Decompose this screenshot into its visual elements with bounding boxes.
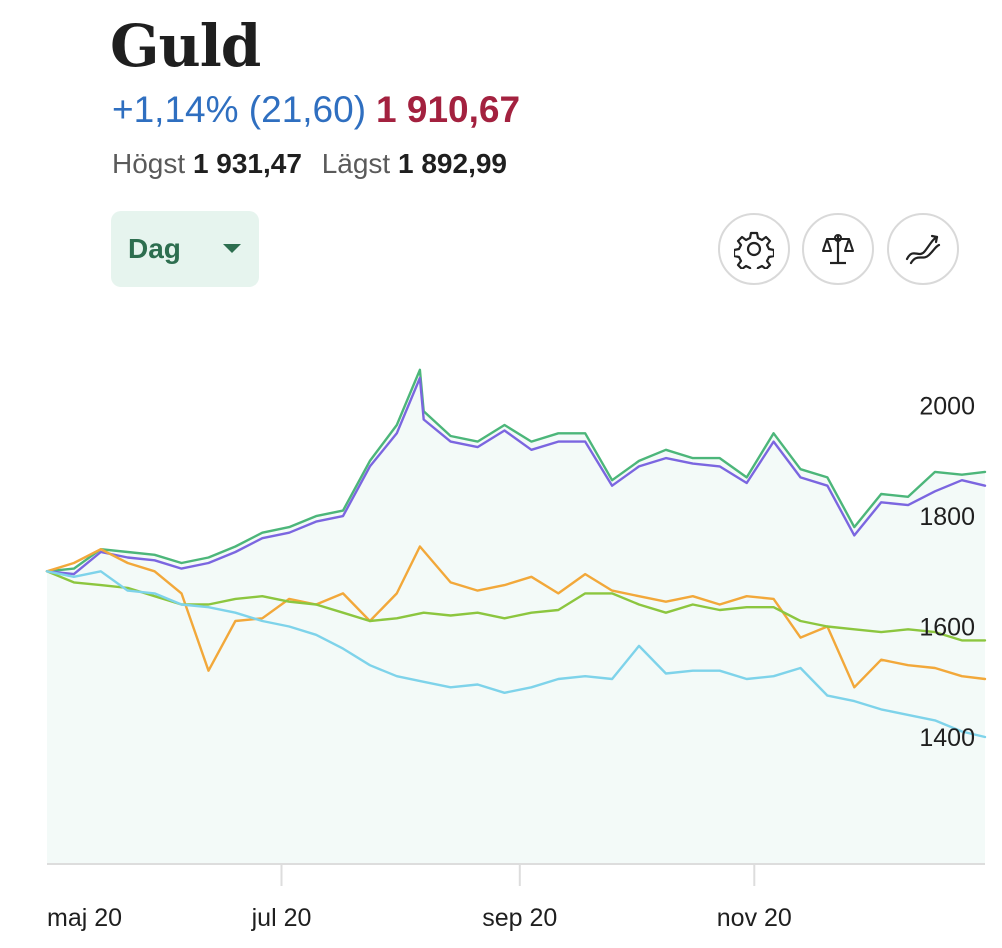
series-line-5 [45, 570, 987, 739]
price-change: +1,14% (21,60) [112, 89, 367, 130]
price-summary: +1,14% (21,60) 1 910,67 [112, 88, 520, 132]
balance-scale-icon [822, 234, 854, 265]
trend-lines-icon [905, 234, 941, 265]
high-label: Högst [112, 148, 186, 179]
period-dropdown[interactable]: Dag [111, 211, 259, 287]
x-tick-label: jul 20 [251, 904, 312, 932]
series-line-4 [45, 570, 987, 642]
settings-button[interactable] [718, 213, 790, 285]
indicators-button[interactable] [887, 213, 959, 285]
low-value: 1 892,99 [398, 148, 507, 179]
low-label: Lägst [321, 148, 391, 179]
compare-button[interactable] [802, 213, 874, 285]
y-tick-label: 1600 [919, 614, 975, 642]
series-line-3 [45, 545, 987, 689]
day-range: Högst 1 931,47 Lägst 1 892,99 [112, 146, 507, 182]
x-tick-label: sep 20 [482, 904, 557, 932]
x-tick-label: nov 20 [717, 904, 792, 932]
x-tick-label: maj 20 [47, 904, 122, 932]
series-line-1 [45, 368, 987, 573]
last-price: 1 910,67 [376, 89, 521, 130]
y-tick-label: 1400 [919, 724, 975, 752]
high-value: 1 931,47 [192, 148, 302, 179]
y-tick-label: 2000 [919, 393, 975, 421]
chevron-down-icon [223, 244, 241, 253]
series-line-2 [45, 376, 987, 576]
page-title: Guld [110, 12, 261, 80]
period-dropdown-label: Dag [128, 233, 181, 264]
gear-icon [734, 231, 774, 269]
price-chart: maj 20 jul 20 sep 20 nov 20 1400 1600 1800 200… [45, 368, 987, 932]
y-tick-label: 1800 [919, 503, 975, 531]
